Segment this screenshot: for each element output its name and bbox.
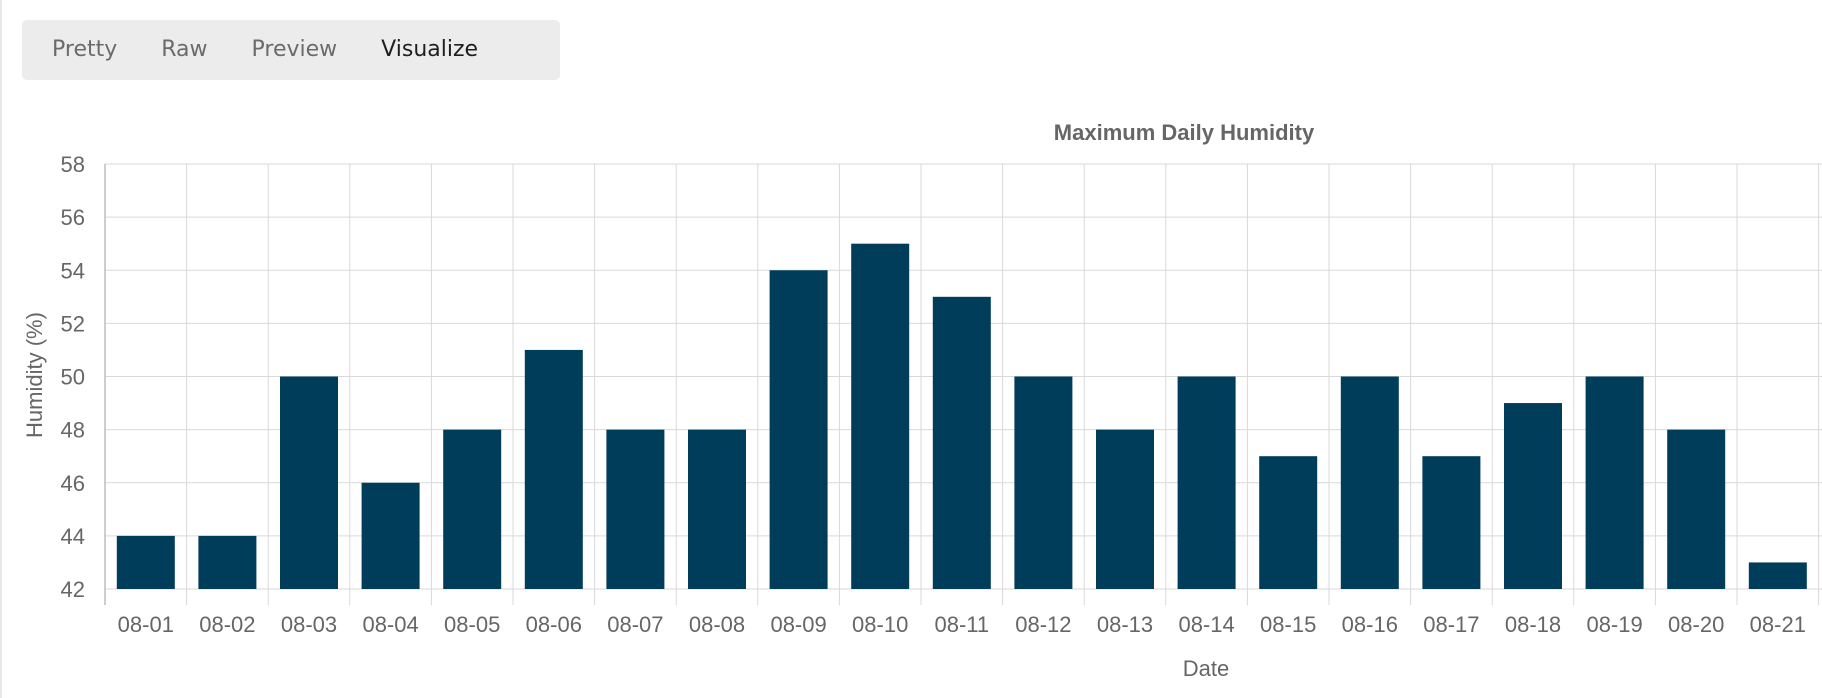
tab-preview[interactable]: Preview (251, 37, 338, 62)
view-mode-tabbar: Pretty Raw Preview Visualize (22, 20, 560, 80)
y-tick-label: 56 (61, 205, 85, 230)
y-tick-label: 52 (61, 311, 85, 336)
bar (1422, 456, 1481, 589)
x-tick-label: 08-11 (934, 612, 989, 637)
bar (443, 429, 502, 589)
bar (1504, 403, 1562, 589)
bar (769, 270, 828, 589)
x-tick-label: 08-20 (1668, 612, 1724, 637)
tab-raw[interactable]: Raw (161, 37, 208, 62)
bar (606, 429, 665, 589)
bars-layer (116, 243, 1807, 589)
x-tick-label: 08-03 (281, 612, 337, 637)
bar (280, 376, 338, 589)
bar (1096, 429, 1154, 589)
x-tick-label: 08-18 (1505, 612, 1561, 637)
bar (851, 243, 910, 589)
bar (361, 482, 420, 589)
y-tick-label: 44 (61, 524, 85, 549)
y-tick-label: 50 (61, 365, 85, 390)
tab-pretty[interactable]: Pretty (52, 37, 118, 62)
chart-title: Maximum Daily Humidity (1054, 120, 1315, 145)
x-tick-label: 08-06 (526, 612, 582, 637)
y-tick-label: 46 (61, 471, 85, 496)
x-tick-label: 08-02 (199, 612, 255, 637)
grid-layer (104, 163, 1822, 605)
bar (1177, 376, 1236, 589)
axis-layer: 42 44 46 48 50 52 54 56 58 08-01 08-02 08-03 08-04 08… (61, 152, 1806, 637)
left-border (0, 0, 2, 698)
x-tick-label: 08-05 (444, 612, 500, 637)
bar (116, 535, 175, 589)
x-tick-label: 08-01 (118, 612, 174, 637)
x-tick-label: 08-04 (362, 612, 418, 637)
x-tick-label: 08-07 (607, 612, 663, 637)
x-tick-label: 08-13 (1097, 612, 1153, 637)
y-tick-label: 42 (61, 577, 85, 602)
bar (688, 429, 746, 589)
bar (524, 349, 583, 589)
x-tick-label: 08-08 (689, 612, 745, 637)
x-tick-label: 08-12 (1015, 612, 1071, 637)
x-tick-label: 08-21 (1750, 612, 1806, 637)
bar (1014, 376, 1073, 589)
x-tick-label: 08-09 (770, 612, 826, 637)
x-tick-label: 08-15 (1260, 612, 1316, 637)
bar (1667, 429, 1726, 589)
y-tick-label: 58 (61, 152, 85, 177)
x-tick-label: 08-16 (1342, 612, 1398, 637)
bar (198, 535, 257, 589)
y-tick-label: 54 (61, 258, 85, 283)
y-tick-label: 48 (61, 418, 85, 443)
humidity-bar-chart: 42 44 46 48 50 52 54 56 58 08-01 08-02 08-03 08-04 08… (22, 120, 1822, 681)
bar (1259, 456, 1318, 589)
bar (1748, 562, 1807, 589)
x-tick-label: 08-14 (1178, 612, 1234, 637)
bar (1340, 376, 1399, 589)
y-axis-label: Humidity (%) (22, 312, 47, 438)
x-tick-label: 08-19 (1586, 612, 1642, 637)
bar (1585, 376, 1644, 589)
x-tick-label: 08-17 (1423, 612, 1479, 637)
tab-visualize[interactable]: Visualize (381, 37, 479, 62)
bar (932, 296, 991, 589)
x-tick-label: 08-10 (852, 612, 908, 637)
x-axis-label: Date (1183, 656, 1229, 681)
